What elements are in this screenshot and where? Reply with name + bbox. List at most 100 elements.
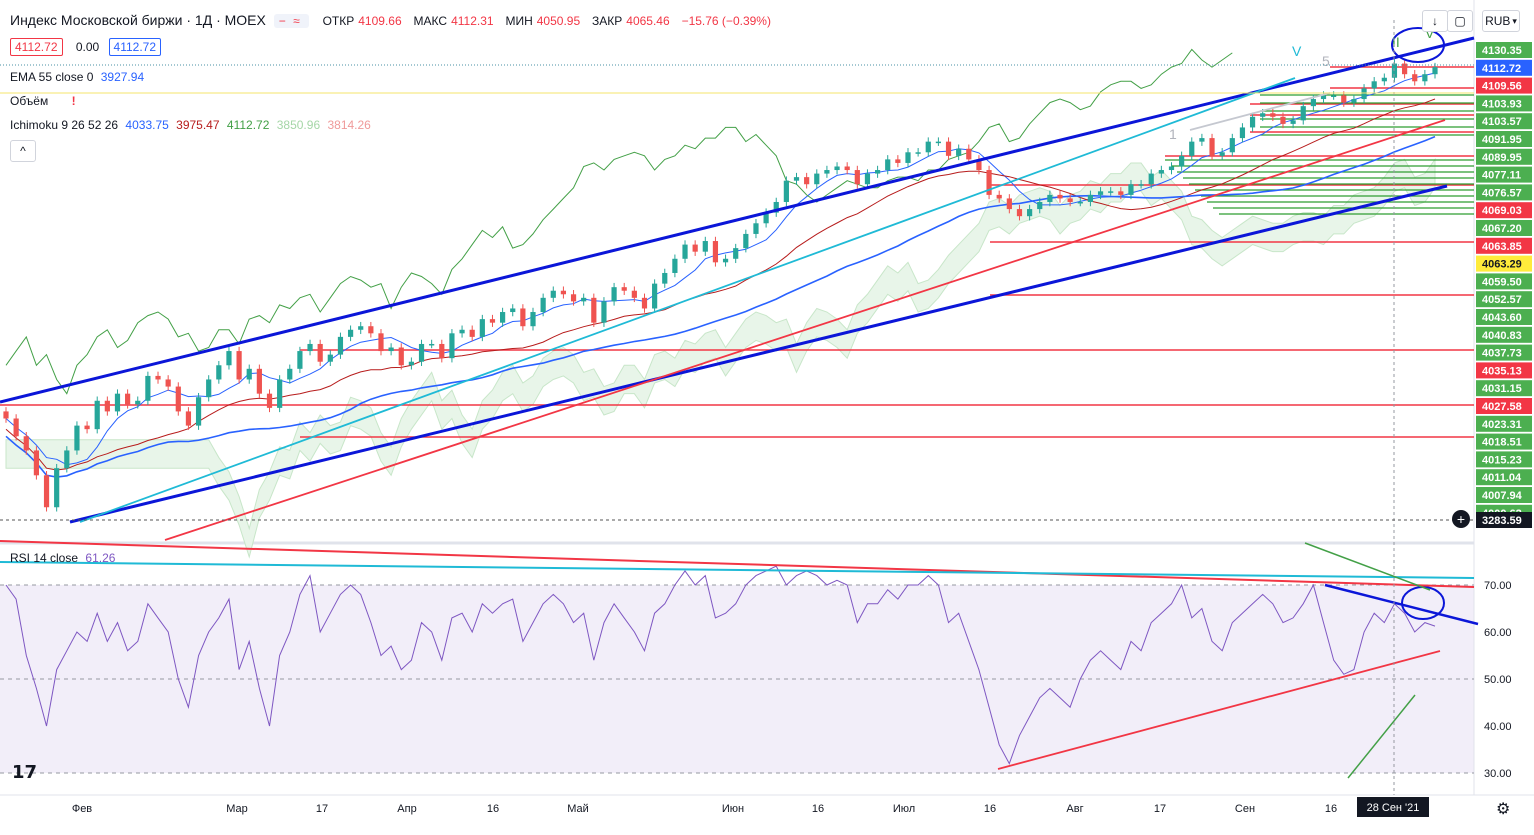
tradingview-logo[interactable]: 𝟭𝟳 (12, 762, 38, 782)
ichimoku-legend[interactable]: Ichimoku 9 26 52 26 4033.75 3975.47 4112… (10, 118, 375, 132)
chikou-line (5, 48, 1233, 395)
channel-lower-line (69, 184, 1448, 524)
ema-legend[interactable]: EMA 55 close 0 3927.94 (10, 70, 148, 84)
candle-body (1199, 138, 1205, 142)
candle-body (885, 159, 891, 171)
rsi-legend[interactable]: RSI 14 close 61.26 (10, 551, 119, 565)
candle-body (733, 248, 739, 259)
time-axis-label: 16 (812, 803, 824, 815)
candle-body (1422, 74, 1428, 82)
time-axis-label: 16 (984, 803, 996, 815)
candle-body (246, 368, 252, 380)
price-label-bg (1476, 95, 1532, 112)
warning-icon[interactable]: ! (71, 94, 76, 108)
maximize-icon: ▢ (1454, 14, 1466, 28)
candle-body (874, 170, 881, 174)
ema-label: EMA 55 close 0 (10, 70, 94, 84)
price-label-bg (1476, 113, 1532, 130)
wave-label: 5 (1322, 53, 1330, 69)
price-label-bg (1476, 326, 1532, 343)
price-label-bg (1476, 469, 1532, 486)
fullscreen-button[interactable]: ▢ (1447, 10, 1473, 32)
channel-upper-line (0, 36, 1475, 404)
candle-body (1290, 120, 1296, 124)
minus-icon: − (278, 14, 286, 28)
bid-box[interactable]: 4112.72 (10, 38, 63, 56)
price-label: 4089.95 (1482, 152, 1522, 164)
ichimoku-kijun: 3975.47 (176, 118, 220, 132)
candle-body (652, 283, 658, 309)
candle-body (1037, 201, 1043, 210)
collapse-legend-button[interactable]: ^ (10, 140, 36, 162)
price-label: 4103.93 (1482, 98, 1522, 110)
candle-body (479, 319, 485, 337)
candle-body (439, 343, 445, 359)
price-label: 4059.50 (1482, 276, 1522, 288)
ohlc-low-value: 4050.95 (536, 14, 581, 28)
time-axis-label: Апр (397, 803, 416, 815)
candle-body (398, 347, 404, 366)
rsi-line (5, 565, 1436, 765)
candle-body (236, 351, 242, 380)
rsi-green-line (1347, 694, 1416, 779)
candle-body (743, 233, 749, 249)
candle-body (1249, 116, 1256, 128)
add-alert-button[interactable]: + (1452, 510, 1470, 528)
candle-body (844, 166, 850, 171)
candle-body (1118, 191, 1124, 195)
candle-body (1067, 198, 1073, 202)
candle-body (804, 177, 810, 185)
candle-body (1310, 99, 1316, 107)
kijun-line (5, 98, 1436, 471)
gear-icon[interactable]: ⚙ (1496, 801, 1511, 818)
ohlc-change: −15.76 (−0.39%) (681, 14, 771, 28)
price-label: 4035.13 (1482, 365, 1522, 377)
legend-title-row: Индекс Московской биржи · 1Д · MOEX − ≈ … (10, 12, 775, 28)
candle-body (1047, 194, 1053, 202)
wave-label: V (1292, 43, 1302, 59)
price-label: 4015.23 (1482, 454, 1522, 466)
candle-body (976, 159, 982, 171)
price-label: 4007.94 (1482, 490, 1523, 502)
candle-body (986, 170, 992, 195)
tenkan-line (5, 72, 1436, 466)
ohlc-high-label: МАКС (413, 14, 448, 28)
ask-box[interactable]: 4112.72 (108, 38, 162, 56)
candle-body (672, 258, 678, 273)
candle-body (793, 177, 800, 181)
candle-body (824, 170, 830, 174)
candle-body (13, 418, 19, 437)
price-label-bg (1476, 380, 1532, 397)
time-axis-label: 17 (316, 803, 328, 815)
volume-legend[interactable]: Объём ! (10, 94, 80, 108)
candle-body (500, 312, 506, 323)
candle-body (459, 329, 465, 334)
candle-body (1351, 99, 1357, 103)
candle-body (1280, 116, 1286, 124)
rsi-scale-label: 40.00 (1484, 721, 1512, 733)
symbol-status-pill[interactable]: − ≈ (273, 14, 309, 28)
candle-body (64, 450, 70, 469)
candle-body (1219, 152, 1225, 156)
arrow-down-icon: ↓ (1432, 14, 1438, 28)
ichimoku-span-b: 3814.26 (327, 118, 371, 132)
time-axis-label: Фев (72, 803, 92, 815)
download-button[interactable]: ↓ (1422, 10, 1448, 32)
candle-body (226, 351, 232, 366)
price-label: 4043.60 (1482, 312, 1522, 324)
currency-select[interactable]: RUB ▾ (1482, 10, 1520, 32)
candle-body (94, 400, 100, 430)
time-axis-label: 16 (487, 803, 499, 815)
symbol-title[interactable]: Индекс Московской биржи · 1Д · MOEX (10, 12, 266, 28)
candle-body (631, 290, 637, 298)
candle-body (834, 166, 840, 171)
wave-label: V (1425, 25, 1435, 41)
price-label-bg (1476, 309, 1532, 325)
candle-body (550, 290, 556, 298)
price-label-bg (1476, 255, 1532, 272)
rsi-red-trendline (0, 540, 1475, 588)
candle-body (864, 173, 871, 185)
candle-body (753, 223, 759, 234)
